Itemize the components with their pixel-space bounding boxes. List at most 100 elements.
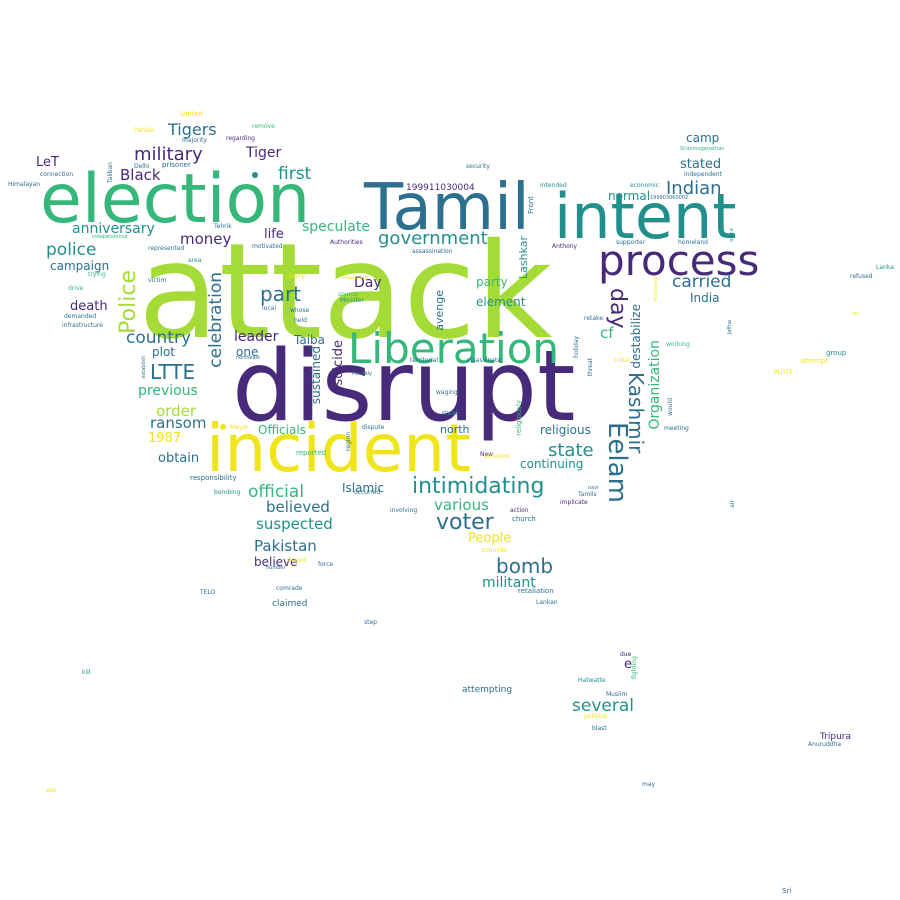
word-united: United <box>180 110 203 118</box>
word-prisoner: prisoner <box>162 161 191 169</box>
word-attempt: attempt <box>800 357 829 365</box>
word-money: money <box>180 230 232 248</box>
word-motivated: motivated <box>252 243 283 250</box>
word-step: step <box>364 619 377 626</box>
word-minister: Minister <box>340 297 364 304</box>
word-taiba: Taiba <box>294 333 326 347</box>
word-assassination: assassination <box>412 248 453 255</box>
word-sustained: sustained <box>309 346 323 405</box>
word-taliban: Taliban <box>107 162 114 183</box>
word-anthony: Anthony <box>552 243 578 250</box>
word-jaffna: Jaffna <box>727 320 733 335</box>
word-voter: voter <box>436 510 494 535</box>
word-kashmir: Kashmir <box>624 372 648 454</box>
word-e: e <box>624 657 632 672</box>
word-election: election <box>40 160 311 239</box>
word-religiously: religiously <box>515 400 523 436</box>
word-area: area <box>188 257 202 264</box>
word-avenge: avenge <box>433 290 446 331</box>
word-country: country <box>126 328 192 348</box>
word-leader: leader <box>234 329 279 345</box>
word-plote: PLOTE <box>774 369 793 376</box>
word-held: held <box>294 317 307 324</box>
word-claimed: claimed <box>272 599 308 609</box>
word-bombing: bombing <box>214 489 241 496</box>
word-north: north <box>440 423 470 436</box>
word-independence: independence <box>92 234 128 240</box>
word-tiger: Tiger <box>246 145 282 161</box>
word-ltte: LTTE <box>150 360 196 384</box>
word-would: would <box>667 398 674 416</box>
word-mayor: Mayor <box>230 424 249 431</box>
word-new: New <box>480 451 494 458</box>
word-speculate: speculate <box>302 219 370 235</box>
word-religious: religious <box>540 423 591 437</box>
word-holiday: holiday <box>573 336 580 358</box>
word-attempting: attempting <box>462 685 513 695</box>
word-number: number <box>266 565 286 571</box>
word-tribal: tribal <box>614 357 630 364</box>
word-normal: normal <box>608 189 651 203</box>
word-coincide: coincide <box>482 547 507 554</box>
word-reported: reported <box>296 449 327 457</box>
word-threat: threat <box>587 358 594 377</box>
word-delhi: Delhi <box>134 163 150 170</box>
word-group: group <box>826 349 847 357</box>
word-establish: establish <box>141 356 147 379</box>
word-anniversary: anniversary <box>72 221 155 237</box>
word-majority: majority <box>182 137 207 144</box>
word-intended: intended <box>540 182 567 189</box>
word-suspected: suspected <box>256 515 333 533</box>
word-eelam: Eelam <box>602 422 632 503</box>
word-telo: TELO <box>200 589 216 596</box>
word-supporter: supporter <box>616 239 646 246</box>
word-day-small: Day <box>354 275 382 291</box>
word-order: order <box>156 402 196 420</box>
word-air: air <box>729 500 736 508</box>
word-economic: economic <box>630 182 659 189</box>
word-destabilize: destabilize <box>629 304 643 369</box>
word-military: military <box>134 144 203 165</box>
word-islamic: Islamic <box>342 481 385 495</box>
word-black: Black <box>120 166 161 184</box>
word-camp: camp <box>686 131 720 145</box>
word-element: element <box>476 295 526 309</box>
word-stated: stated <box>680 157 722 172</box>
word-arrested: arrested <box>484 453 510 460</box>
word-liberation: Liberation <box>348 324 560 373</box>
word-police: police <box>46 240 97 260</box>
word-local: local <box>262 305 276 312</box>
word-office: office <box>729 228 735 242</box>
word-homeland: homeland <box>678 239 708 246</box>
word-lashkar: Lashkar <box>517 236 530 280</box>
word-continuing: continuing <box>520 457 584 471</box>
word-officials: Officials <box>258 423 306 437</box>
word-independent: independent <box>684 171 722 178</box>
word-responsibility: responsibility <box>190 474 237 482</box>
word-represented: represented <box>148 245 185 252</box>
word-security: security <box>466 163 490 170</box>
word-infrastructure: infrastructure <box>62 322 103 329</box>
word-comrade: comrade <box>276 585 303 592</box>
word-tripura: Tripura <box>820 732 852 742</box>
word-demanded: demanded <box>64 313 97 320</box>
word-church: church <box>512 515 536 523</box>
word-police-vertical: Police <box>116 270 141 334</box>
word-lanka: Lanka <box>876 264 894 271</box>
word-separate: separate <box>342 274 369 281</box>
word-refused: refused <box>850 273 873 280</box>
word-source: source <box>338 291 358 298</box>
word-disrupt: disrupt <box>232 330 576 444</box>
word-attack: attack <box>138 215 553 369</box>
word-drive: drive <box>68 285 84 292</box>
word-sri: Sri <box>782 887 792 895</box>
word-political: political <box>584 713 608 720</box>
word-intent: intent <box>554 180 737 253</box>
word-celebration: celebration <box>206 272 226 368</box>
word-plot: plot <box>152 345 175 359</box>
word-indian: Indian <box>666 178 722 199</box>
word-due: due <box>620 651 632 658</box>
word-first: first <box>278 164 312 184</box>
word-government: government <box>378 228 488 249</box>
